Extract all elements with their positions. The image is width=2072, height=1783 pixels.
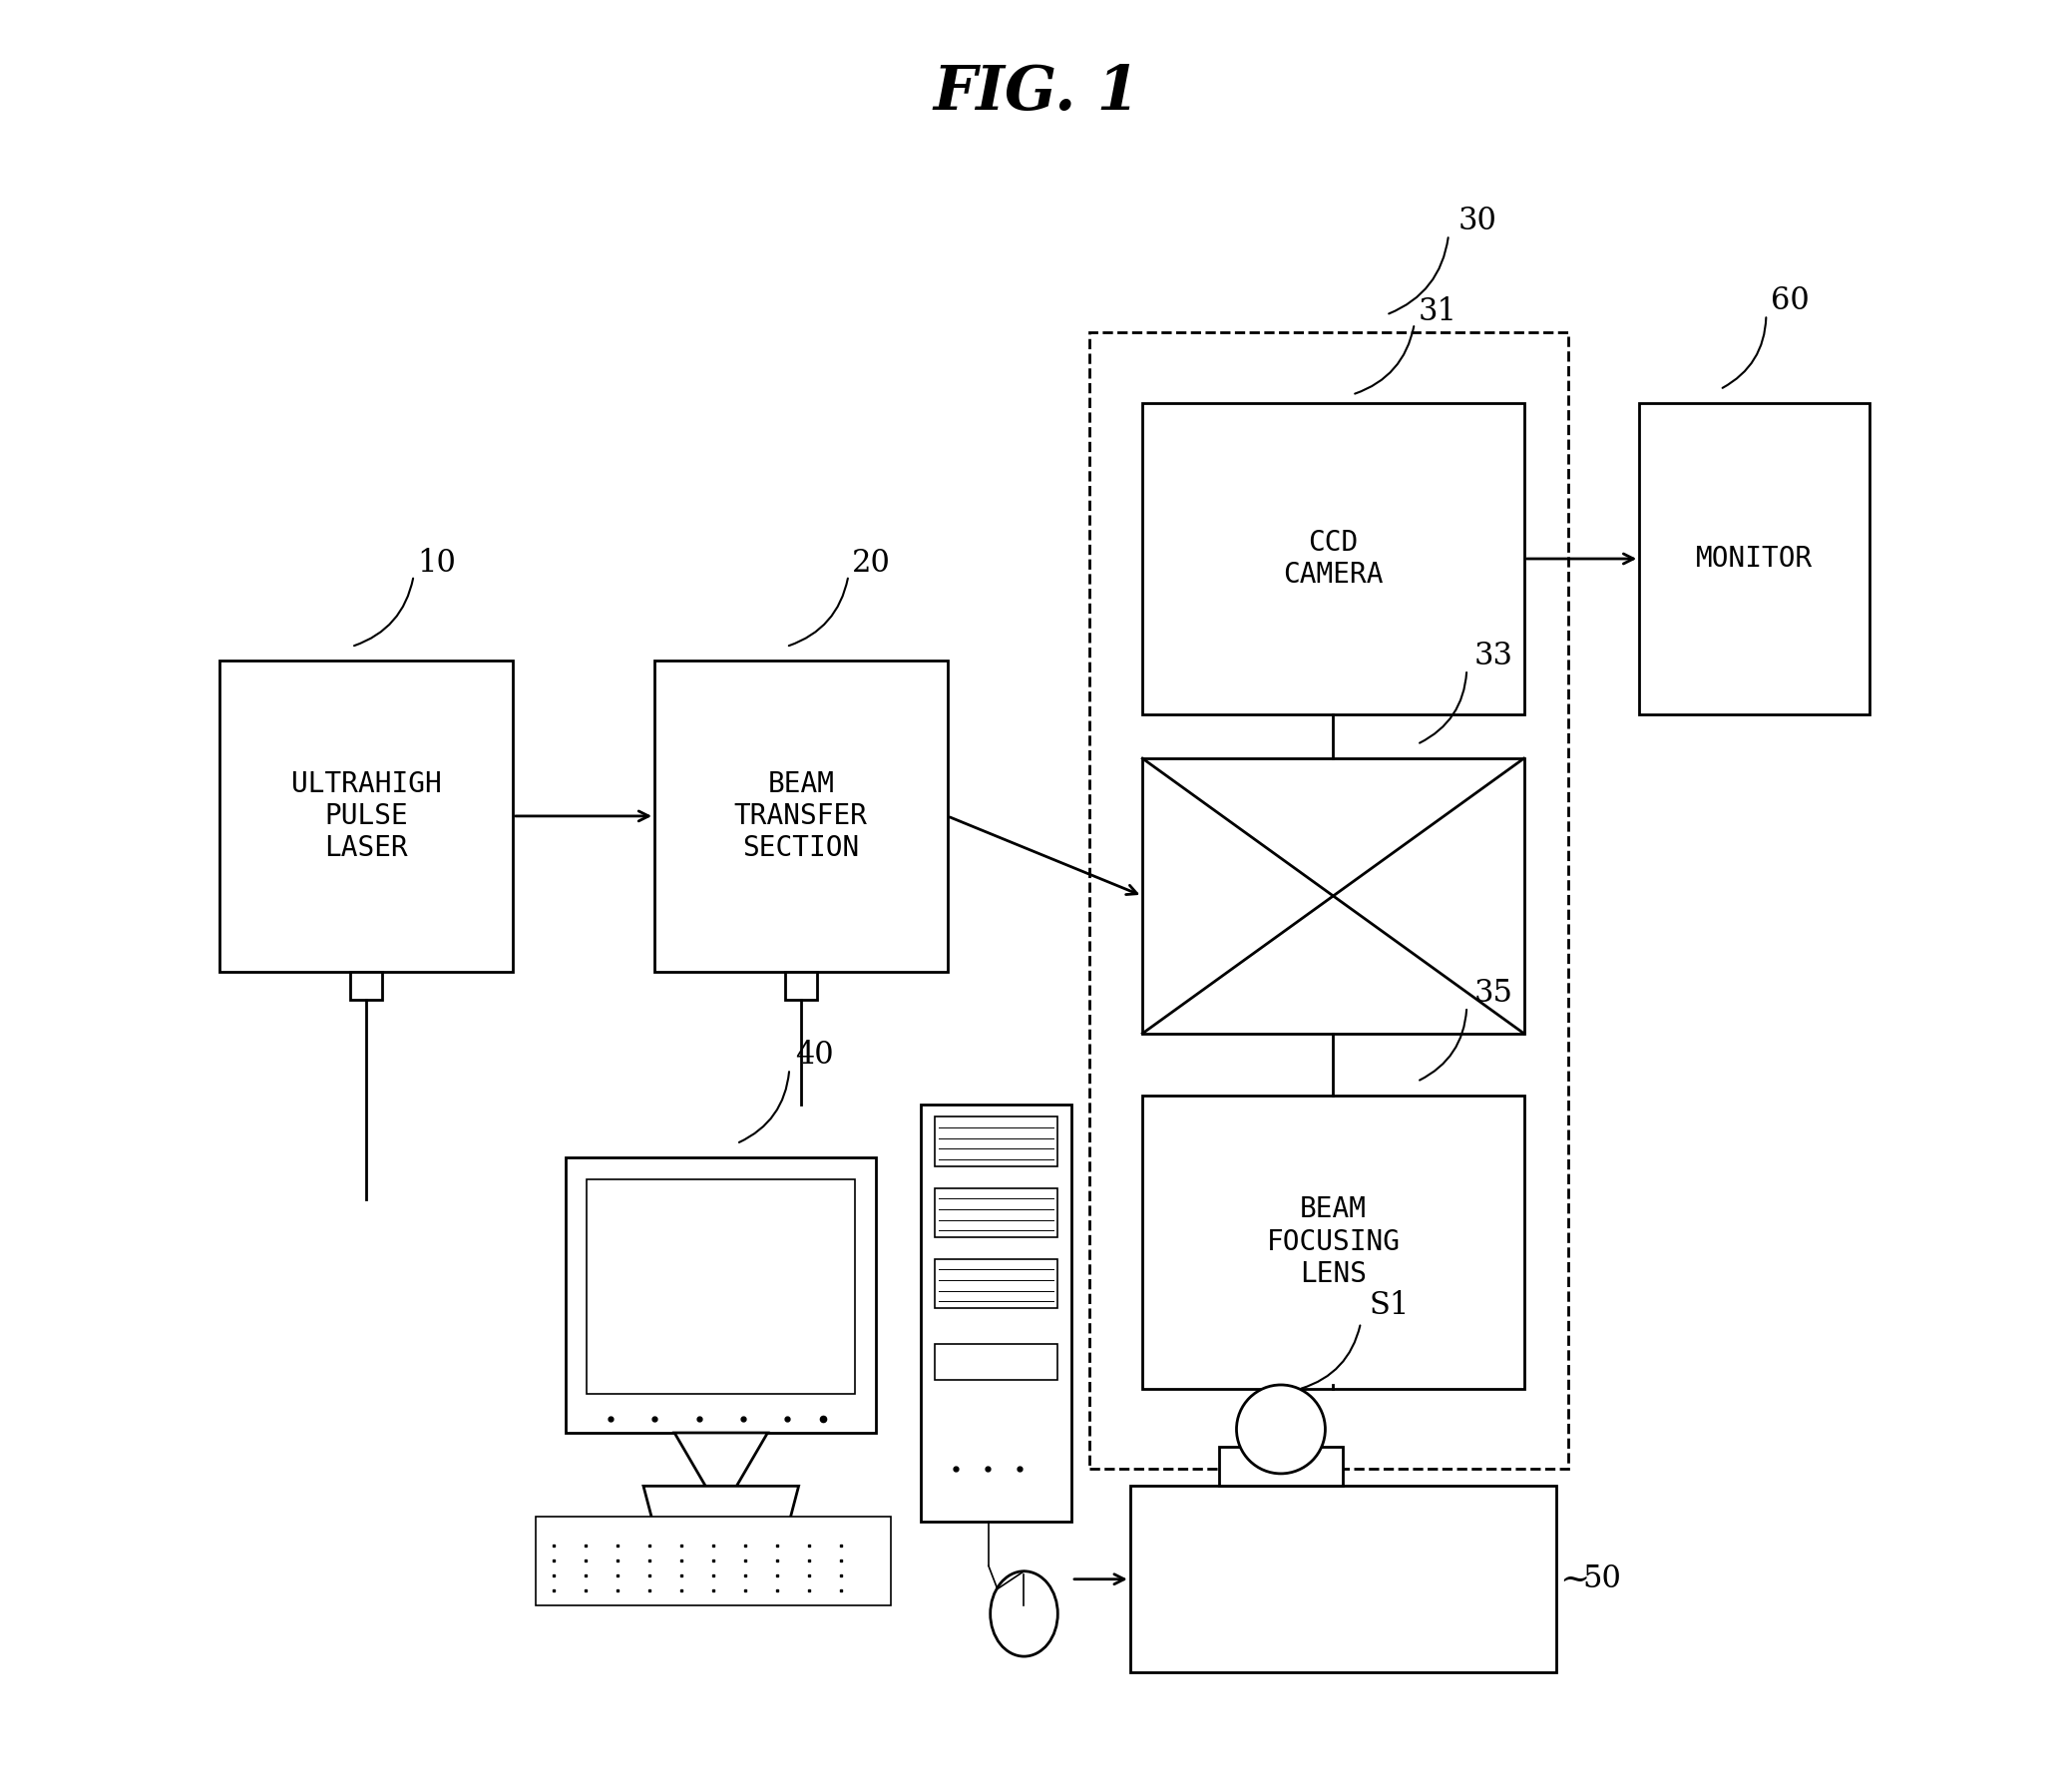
Text: 31: 31 xyxy=(1417,296,1457,326)
Text: 35: 35 xyxy=(1475,977,1513,1009)
Text: S1: S1 xyxy=(1370,1289,1409,1321)
Circle shape xyxy=(1237,1385,1326,1473)
FancyBboxPatch shape xyxy=(655,661,947,972)
Polygon shape xyxy=(644,1485,798,1521)
Text: ~: ~ xyxy=(1560,1562,1589,1596)
Text: 30: 30 xyxy=(1459,205,1496,237)
Text: ULTRAHIGH
PULSE
LASER: ULTRAHIGH PULSE LASER xyxy=(290,770,441,863)
Ellipse shape xyxy=(990,1571,1057,1656)
FancyBboxPatch shape xyxy=(934,1344,1057,1380)
FancyBboxPatch shape xyxy=(934,1187,1057,1237)
Text: MONITOR: MONITOR xyxy=(1697,546,1813,572)
FancyBboxPatch shape xyxy=(586,1179,856,1394)
FancyBboxPatch shape xyxy=(350,972,381,1000)
FancyBboxPatch shape xyxy=(1639,403,1869,713)
Text: 50: 50 xyxy=(1583,1564,1620,1594)
Text: 33: 33 xyxy=(1475,640,1513,672)
FancyBboxPatch shape xyxy=(220,661,512,972)
FancyBboxPatch shape xyxy=(1129,1485,1556,1672)
Text: 10: 10 xyxy=(416,547,456,579)
FancyBboxPatch shape xyxy=(1142,758,1523,1034)
Text: 60: 60 xyxy=(1772,285,1809,316)
Text: CCD
CAMERA: CCD CAMERA xyxy=(1283,528,1384,588)
FancyBboxPatch shape xyxy=(934,1259,1057,1309)
Text: BEAM
FOCUSING
LENS: BEAM FOCUSING LENS xyxy=(1266,1196,1401,1289)
FancyBboxPatch shape xyxy=(1142,1095,1523,1389)
FancyBboxPatch shape xyxy=(785,972,816,1000)
FancyBboxPatch shape xyxy=(920,1104,1071,1521)
FancyBboxPatch shape xyxy=(1142,403,1523,713)
FancyBboxPatch shape xyxy=(537,1516,891,1605)
FancyBboxPatch shape xyxy=(566,1157,876,1434)
FancyBboxPatch shape xyxy=(934,1116,1057,1166)
Polygon shape xyxy=(675,1434,767,1485)
Text: 20: 20 xyxy=(852,547,891,579)
Text: FIG. 1: FIG. 1 xyxy=(932,62,1140,123)
FancyBboxPatch shape xyxy=(1218,1448,1343,1485)
Text: 40: 40 xyxy=(796,1039,835,1070)
Text: BEAM
TRANSFER
SECTION: BEAM TRANSFER SECTION xyxy=(733,770,868,863)
